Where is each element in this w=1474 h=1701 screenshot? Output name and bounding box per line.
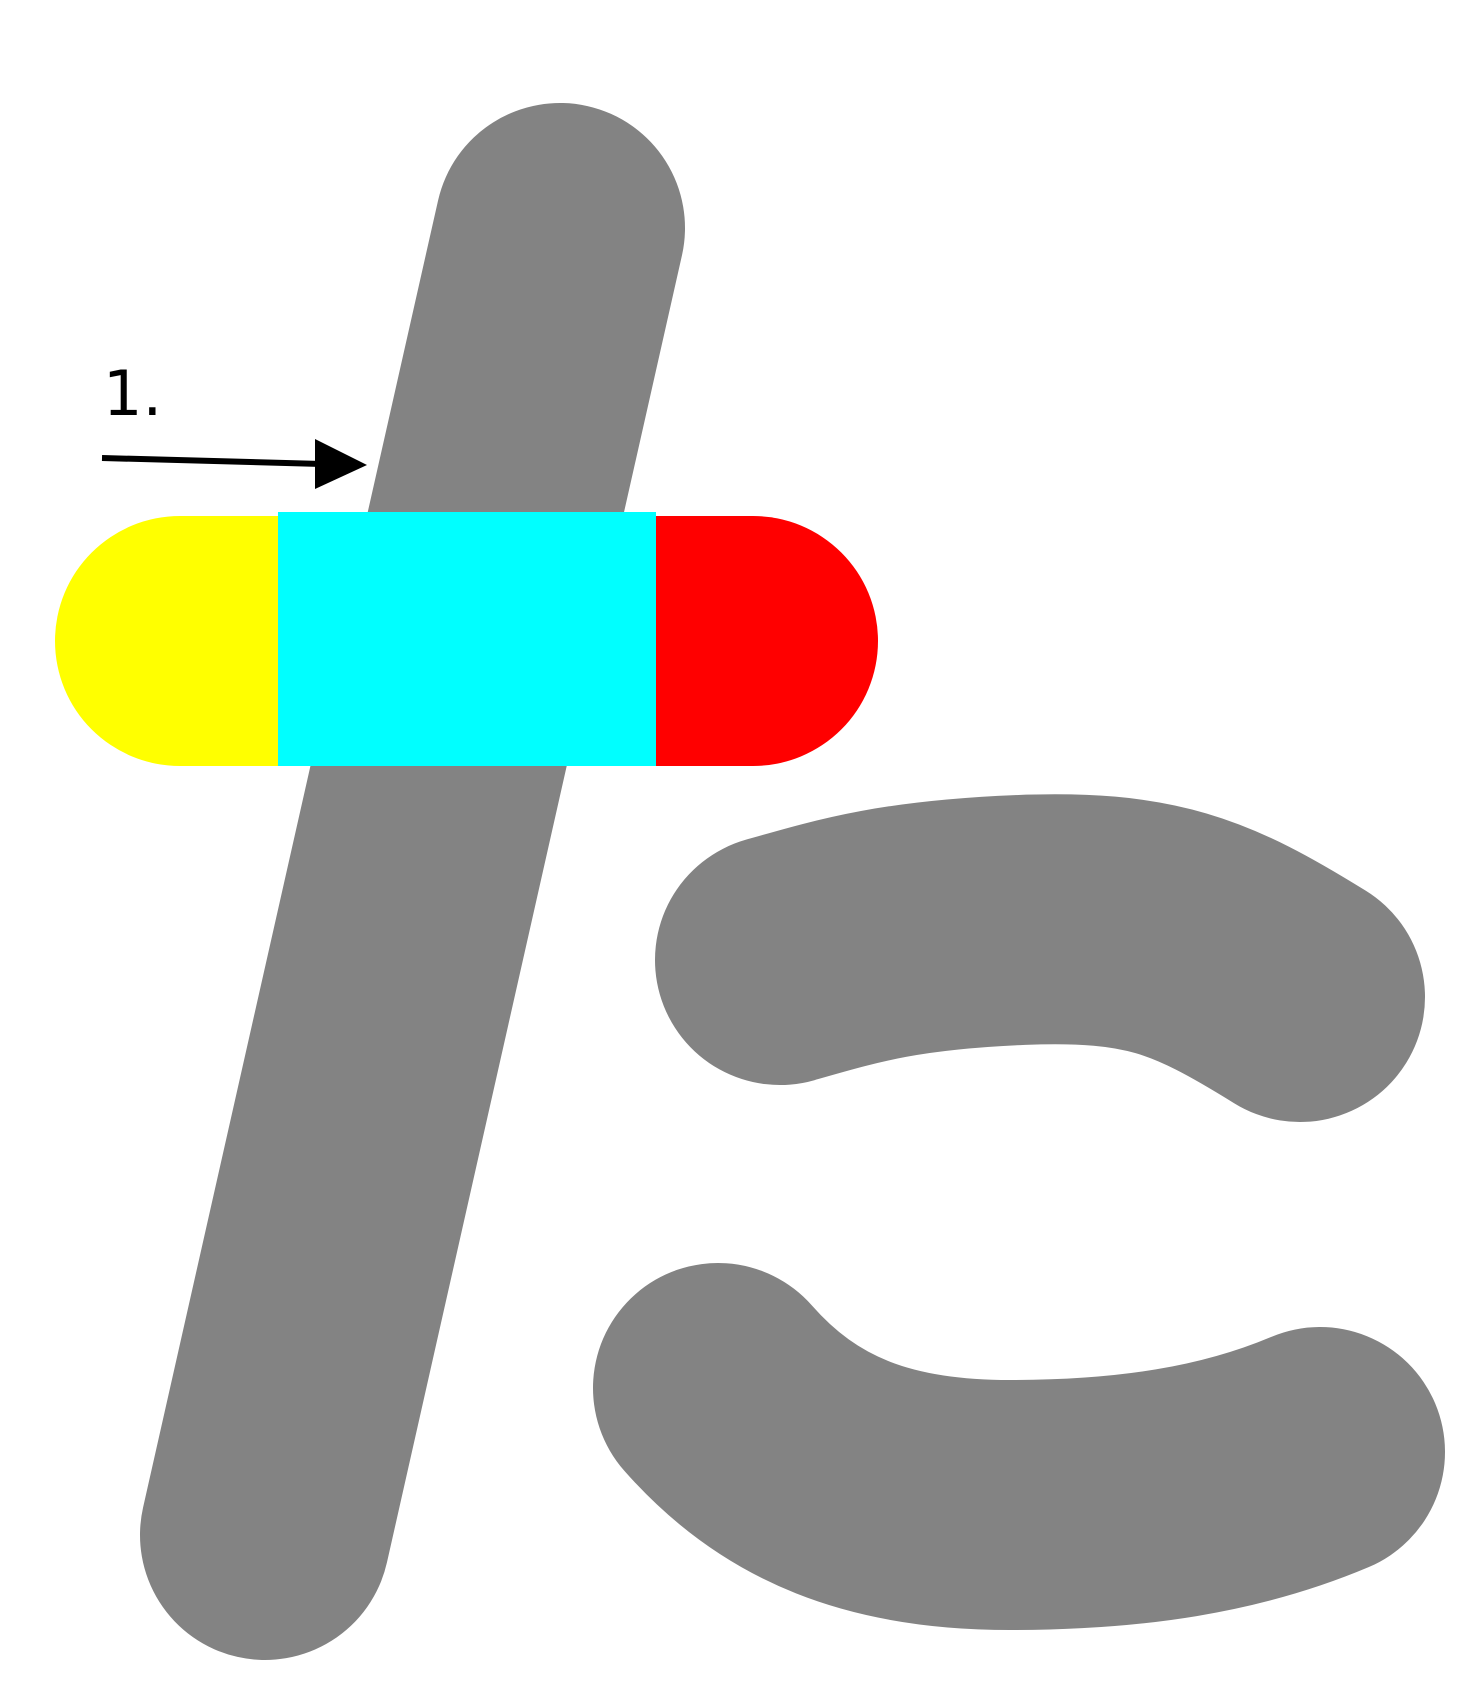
step-number-label: 1. — [103, 357, 162, 430]
step-arrow-shaft — [101, 455, 323, 467]
highlight-segment-end — [656, 516, 878, 766]
upper-right-stroke — [655, 794, 1425, 1122]
highlight-segment-start — [55, 516, 278, 766]
diagonal-stroke — [140, 103, 685, 1660]
lower-right-stroke — [593, 1263, 1445, 1630]
highlight-segment-middle — [278, 512, 656, 766]
step-arrow-head-icon — [315, 439, 367, 489]
highlight-segment-middle-notch — [372, 512, 624, 516]
